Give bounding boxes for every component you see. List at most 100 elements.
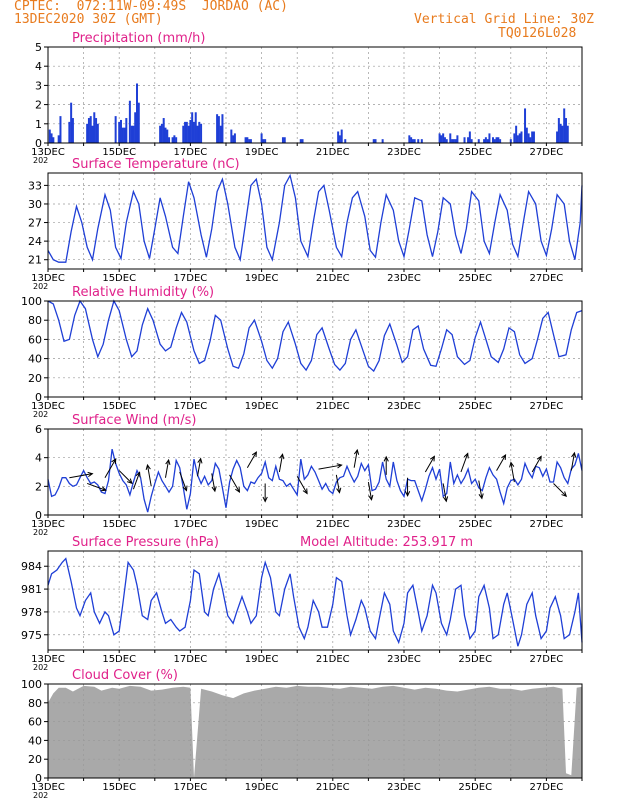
panel-temperature: 21 24 27 30 33 13DEC 15DEC 17DEC 19DEC 21DEC 23DEC… xyxy=(28,157,583,291)
x-tick-label: 13DEC xyxy=(31,401,65,412)
wind-arrow-head xyxy=(368,494,374,501)
x-year-label: 202 xyxy=(33,410,48,419)
wind-arrow-head xyxy=(127,478,133,485)
y-tick-label: 60 xyxy=(28,716,42,729)
wind-arrow xyxy=(510,462,515,483)
precip-bar xyxy=(187,125,190,143)
precip-bar xyxy=(232,135,235,143)
wind-arrow xyxy=(146,464,152,487)
wind-arrow-head xyxy=(100,486,107,492)
wind-arrow xyxy=(496,454,506,471)
precip-bar xyxy=(559,123,562,143)
x-year-label: 202 xyxy=(33,528,48,537)
wind-arrow-head xyxy=(197,457,203,464)
panel-frame xyxy=(47,683,583,779)
x-year-label: 202 xyxy=(33,791,48,800)
precip-bar xyxy=(283,137,286,143)
wind-arrow-head xyxy=(336,487,342,494)
wind-arrow xyxy=(424,456,435,473)
panel-title: Surface Wind (m/s) xyxy=(72,413,196,428)
precip-bar xyxy=(420,139,423,143)
y-tick-label: 2 xyxy=(35,99,42,112)
x-tick-label: 23DEC xyxy=(387,147,421,158)
wind-arrow-head xyxy=(383,455,389,462)
precip-bar xyxy=(249,139,252,143)
x-tick-label: 19DEC xyxy=(245,273,279,284)
wind-arrow xyxy=(553,483,567,497)
precip-bar xyxy=(484,137,487,143)
x-tick-label: 23DEC xyxy=(387,654,421,665)
x-tick-label: 17DEC xyxy=(174,782,208,793)
precip-bar xyxy=(467,137,470,143)
wind-arrow-head xyxy=(536,455,542,462)
x-tick-label: 23DEC xyxy=(387,273,421,284)
x-tick-label: 21DEC xyxy=(316,147,350,158)
precip-bar xyxy=(91,125,94,143)
x-tick-label: 13DEC xyxy=(31,519,65,530)
precip-bar xyxy=(184,121,187,143)
panel-frame xyxy=(47,46,583,144)
precip-bar xyxy=(119,119,122,143)
precip-bar xyxy=(71,118,74,143)
wind-arrow xyxy=(132,472,141,490)
precip-bar xyxy=(442,133,445,143)
precip-bar xyxy=(121,127,124,143)
precip-bar xyxy=(219,125,222,143)
panel-annotation: Model Altitude: 253.917 m xyxy=(300,535,473,550)
header-date: 13DEC2020 30Z (GMT) xyxy=(14,12,163,27)
header-grid-note: Vertical Grid Line: 30Z xyxy=(414,12,595,27)
precip-bar xyxy=(128,100,131,143)
precip-bar xyxy=(123,127,126,143)
precip-bar xyxy=(248,139,251,143)
wind-arrow-head xyxy=(135,471,141,478)
precip-bar xyxy=(495,137,498,143)
precip-bar xyxy=(95,118,98,143)
wind-arrow xyxy=(104,458,117,478)
x-tick-label: 19DEC xyxy=(245,782,279,793)
x-tick-label: 25DEC xyxy=(458,147,492,158)
precip-bar xyxy=(452,139,455,143)
precip-bar xyxy=(563,108,566,143)
x-tick-label: 15DEC xyxy=(102,401,136,412)
y-tick-label: 0 xyxy=(35,509,42,522)
precip-bar xyxy=(221,114,224,143)
x-tick-label: 19DEC xyxy=(245,147,279,158)
y-tick-label: 80 xyxy=(28,314,42,327)
y-tick-label: 1 xyxy=(35,118,42,131)
precip-bar xyxy=(189,119,192,143)
precip-bar xyxy=(566,125,569,143)
wind-arrow-head xyxy=(404,491,411,497)
wind-arrow-head xyxy=(442,496,449,503)
precip-bar xyxy=(171,137,174,143)
y-tick-label: 100 xyxy=(21,678,42,691)
wind-arrow-head xyxy=(429,455,435,462)
precip-bar xyxy=(344,139,347,143)
header-station: CPTEC: 072:11W-09:49S JORDAO (AC) xyxy=(14,0,288,14)
precip-bar xyxy=(198,121,201,143)
precip-bar xyxy=(162,118,165,143)
series-line xyxy=(47,173,583,263)
precip-bar xyxy=(173,135,176,143)
precip-bar xyxy=(194,112,197,143)
precip-bar xyxy=(408,135,411,143)
precip-bar xyxy=(93,112,96,143)
precip-bar xyxy=(70,102,73,143)
precip-bar xyxy=(192,121,195,143)
precip-bar xyxy=(166,129,169,143)
precip-bar xyxy=(486,139,489,143)
precip-bar xyxy=(516,135,519,143)
precip-bar xyxy=(196,125,199,143)
precip-bar xyxy=(137,102,140,143)
wind-arrow xyxy=(531,456,542,473)
precip-bar xyxy=(564,118,567,143)
y-tick-label: 2 xyxy=(35,480,42,493)
precip-bar xyxy=(340,129,343,143)
x-tick-label: 15DEC xyxy=(102,654,136,665)
panel-precipitation: 0 1 2 3 4 5 13DEC 15DEC 17DEC 19DEC 21DEC 23DEC 25DE… xyxy=(31,31,583,165)
precip-bar xyxy=(470,139,473,143)
x-tick-label: 19DEC xyxy=(245,519,279,530)
x-tick-label: 15DEC xyxy=(102,782,136,793)
precip-bar xyxy=(499,139,502,143)
precip-bar xyxy=(118,121,121,143)
